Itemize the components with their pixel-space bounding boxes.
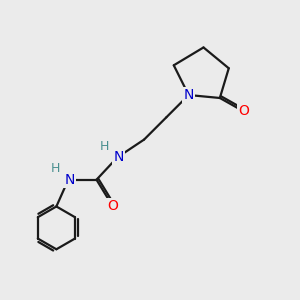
Text: N: N	[114, 150, 124, 164]
Text: N: N	[64, 173, 75, 187]
Text: H: H	[51, 162, 61, 175]
Text: N: N	[184, 88, 194, 102]
Text: H: H	[100, 140, 110, 153]
Text: O: O	[238, 104, 249, 118]
Text: O: O	[107, 200, 118, 214]
